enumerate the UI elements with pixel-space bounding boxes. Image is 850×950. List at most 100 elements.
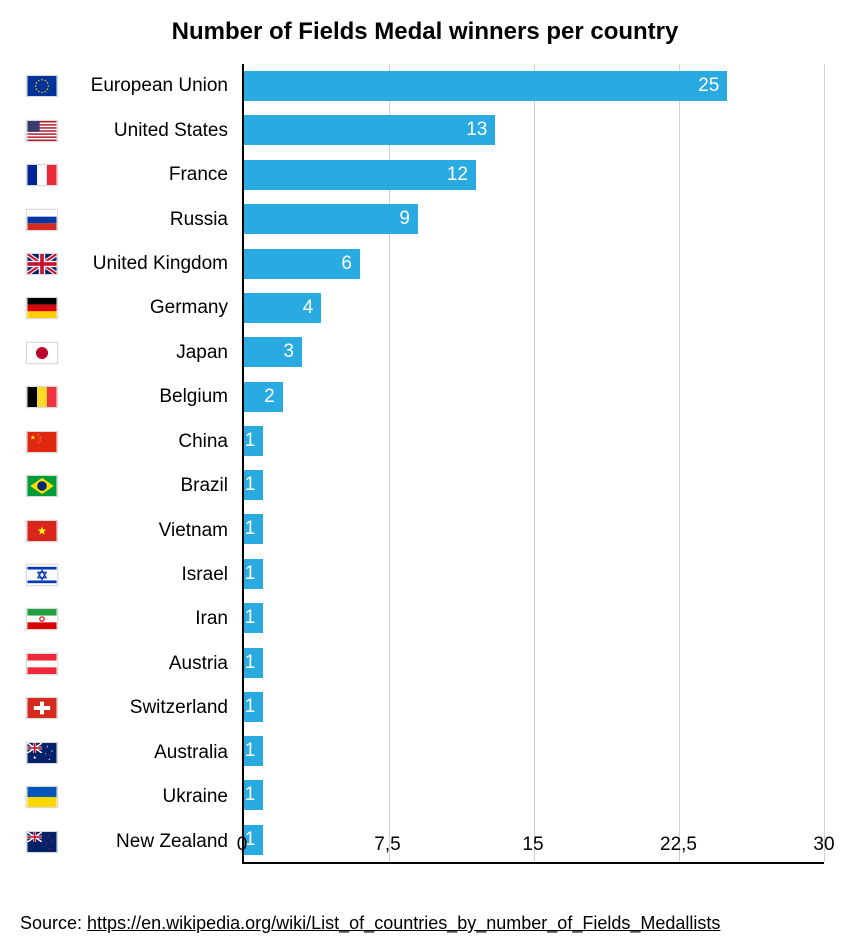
at-flag-icon bbox=[26, 653, 58, 675]
country-label: Russia bbox=[170, 209, 228, 231]
gb-flag-icon bbox=[26, 253, 58, 275]
eu-flag-icon bbox=[26, 75, 58, 97]
country-label: Iran bbox=[195, 608, 228, 630]
bar-value: 12 bbox=[447, 164, 468, 186]
flag-slot bbox=[26, 331, 74, 375]
nz-flag-icon bbox=[26, 831, 58, 853]
flag-slot bbox=[26, 819, 74, 863]
bar: 1 bbox=[244, 603, 263, 633]
plot-area: 251312964321111111111 bbox=[242, 64, 824, 864]
bar-value: 25 bbox=[698, 75, 719, 97]
bar: 25 bbox=[244, 71, 727, 101]
country-label: United States bbox=[114, 120, 228, 142]
bar-value: 1 bbox=[245, 563, 256, 585]
chart-title: Number of Fields Medal winners per count… bbox=[26, 18, 824, 46]
bar-value: 1 bbox=[245, 430, 256, 452]
bar: 1 bbox=[244, 470, 263, 500]
flag-slot bbox=[26, 242, 74, 286]
chart-container: Number of Fields Medal winners per count… bbox=[0, 0, 850, 950]
flag-slot bbox=[26, 197, 74, 241]
label-slot: Germany bbox=[74, 286, 242, 330]
bar: 1 bbox=[244, 692, 263, 722]
label-slot: Brazil bbox=[74, 464, 242, 508]
gridline bbox=[534, 64, 535, 862]
flag-slot bbox=[26, 775, 74, 819]
bar-value: 9 bbox=[399, 208, 410, 230]
bar-value: 3 bbox=[283, 341, 294, 363]
de-flag-icon bbox=[26, 297, 58, 319]
bar: 4 bbox=[244, 293, 321, 323]
bar: 2 bbox=[244, 382, 283, 412]
bar-value: 1 bbox=[245, 518, 256, 540]
label-slot: Austria bbox=[74, 642, 242, 686]
country-label: France bbox=[169, 164, 228, 186]
bar-value: 1 bbox=[245, 474, 256, 496]
br-flag-icon bbox=[26, 475, 58, 497]
ru-flag-icon bbox=[26, 209, 58, 231]
bar: 13 bbox=[244, 115, 495, 145]
country-label: Vietnam bbox=[159, 520, 228, 542]
country-label: China bbox=[178, 431, 228, 453]
country-label: Ukraine bbox=[163, 786, 228, 808]
flag-slot bbox=[26, 686, 74, 730]
flag-slot bbox=[26, 375, 74, 419]
bar: 1 bbox=[244, 780, 263, 810]
label-slot: Israel bbox=[74, 553, 242, 597]
label-slot: France bbox=[74, 153, 242, 197]
flag-slot bbox=[26, 286, 74, 330]
us-flag-icon bbox=[26, 120, 58, 142]
bar: 1 bbox=[244, 426, 263, 456]
country-label: Switzerland bbox=[130, 697, 228, 719]
label-slot: Ukraine bbox=[74, 775, 242, 819]
label-slot: European Union bbox=[74, 64, 242, 108]
label-slot: United States bbox=[74, 108, 242, 152]
bar: 9 bbox=[244, 204, 418, 234]
flag-slot bbox=[26, 420, 74, 464]
flag-slot bbox=[26, 108, 74, 152]
label-slot: Australia bbox=[74, 731, 242, 775]
x-axis: 07,51522,530 bbox=[242, 828, 824, 868]
be-flag-icon bbox=[26, 386, 58, 408]
au-flag-icon bbox=[26, 742, 58, 764]
country-label: Brazil bbox=[180, 475, 228, 497]
ir-flag-icon bbox=[26, 608, 58, 630]
il-flag-icon bbox=[26, 564, 58, 586]
ch-flag-icon bbox=[26, 697, 58, 719]
label-slot: China bbox=[74, 420, 242, 464]
label-slot: Russia bbox=[74, 197, 242, 241]
flag-slot bbox=[26, 553, 74, 597]
bar: 1 bbox=[244, 514, 263, 544]
bar-value: 1 bbox=[245, 740, 256, 762]
country-label: Germany bbox=[150, 297, 228, 319]
country-label: New Zealand bbox=[116, 831, 228, 853]
cn-flag-icon bbox=[26, 431, 58, 453]
flag-slot bbox=[26, 642, 74, 686]
bar-value: 2 bbox=[264, 386, 275, 408]
flag-slot bbox=[26, 153, 74, 197]
country-label: Austria bbox=[169, 653, 228, 675]
bar: 1 bbox=[244, 648, 263, 678]
country-label: Australia bbox=[154, 742, 228, 764]
bar: 1 bbox=[244, 736, 263, 766]
bar: 6 bbox=[244, 249, 360, 279]
label-slot: Japan bbox=[74, 331, 242, 375]
bar-value: 13 bbox=[466, 119, 487, 141]
bar-value: 1 bbox=[245, 696, 256, 718]
x-tick-label: 0 bbox=[237, 834, 248, 856]
ua-flag-icon bbox=[26, 786, 58, 808]
label-slot: New Zealand bbox=[74, 819, 242, 863]
source-link[interactable]: https://en.wikipedia.org/wiki/List_of_co… bbox=[87, 913, 720, 933]
bar-value: 4 bbox=[303, 297, 314, 319]
x-tick-label: 7,5 bbox=[374, 834, 400, 856]
y-axis-labels: European Union United States France Russia U… bbox=[74, 64, 242, 864]
country-label: Belgium bbox=[159, 386, 228, 408]
flag-slot bbox=[26, 731, 74, 775]
gridline bbox=[679, 64, 680, 862]
bar: 12 bbox=[244, 160, 476, 190]
label-slot: United Kingdom bbox=[74, 242, 242, 286]
source-prefix: Source: bbox=[20, 913, 87, 933]
gridline bbox=[824, 64, 825, 862]
label-slot: Switzerland bbox=[74, 686, 242, 730]
x-tick-label: 15 bbox=[522, 834, 543, 856]
flag-slot bbox=[26, 508, 74, 552]
